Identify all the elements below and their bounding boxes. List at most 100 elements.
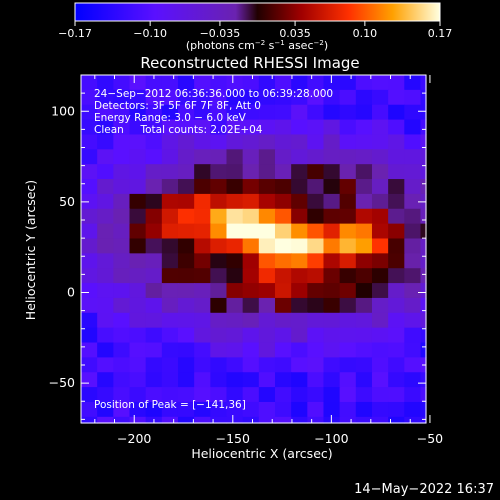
heatmap-cell: [210, 208, 228, 225]
heatmap-cell: [258, 268, 276, 284]
heatmap-cell: [371, 164, 389, 180]
heatmap-cell: [323, 104, 341, 121]
heatmap-cell: [97, 164, 114, 180]
colorbar-tick-label: 0.035: [279, 27, 311, 40]
heatmap-cell: [307, 253, 325, 269]
heatmap-cell: [291, 223, 308, 240]
heatmap-cell: [339, 149, 357, 165]
heatmap-cell: [226, 268, 244, 284]
heatmap-cell: [404, 164, 422, 180]
heatmap-cell: [404, 238, 422, 254]
heatmap-cell: [145, 297, 163, 314]
heatmap-cell: [226, 164, 244, 180]
heatmap-cell: [177, 342, 195, 358]
heatmap-cell: [291, 387, 308, 403]
heatmap-cell: [339, 193, 357, 210]
heatmap-cell: [242, 327, 260, 344]
heatmap-cell: [210, 238, 228, 254]
heatmap-cell: [291, 104, 308, 121]
heatmap-cell: [404, 149, 422, 165]
heatmap-cell: [323, 387, 341, 403]
heatmap-cell: [113, 268, 131, 284]
heatmap-cell: [97, 179, 114, 195]
heatmap-cell: [388, 342, 405, 358]
heatmap-cell: [420, 416, 427, 424]
heatmap-cell: [129, 119, 147, 136]
heatmap-cell: [226, 89, 244, 106]
heatmap-cell: [291, 238, 308, 254]
heatmap-cell: [145, 75, 163, 91]
heatmap-cell: [291, 357, 308, 373]
heatmap-cell: [161, 75, 179, 91]
heatmap-cell: [161, 238, 179, 254]
heatmap-cell: [355, 75, 373, 91]
heatmap-cell: [161, 357, 179, 373]
heatmap-cell: [129, 253, 147, 269]
heatmap-cell: [129, 312, 147, 329]
heatmap-cell: [274, 149, 292, 165]
heatmap-cell: [194, 387, 211, 403]
heatmap-cell: [404, 253, 422, 269]
heatmap-cell: [161, 372, 179, 388]
heatmap-cell: [339, 401, 357, 418]
heatmap-cell: [145, 401, 163, 418]
heatmap-cell: [145, 104, 163, 121]
heatmap-cell: [339, 208, 357, 225]
heatmap-cell: [210, 134, 228, 150]
heatmap-cell: [145, 164, 163, 180]
heatmap-cell: [177, 327, 195, 344]
heatmap-cell: [404, 268, 422, 284]
heatmap-cell: [129, 193, 147, 210]
heatmap-cell: [339, 179, 357, 195]
heatmap-cell: [226, 372, 244, 388]
heatmap-cell: [355, 312, 373, 329]
heatmap-cell: [307, 119, 325, 136]
heatmap-cell: [355, 372, 373, 388]
y-tick-label: 100: [51, 103, 75, 118]
heatmap-cell: [291, 119, 308, 136]
heatmap-cell: [420, 327, 427, 344]
heatmap-cell: [258, 253, 276, 269]
heatmap-cell: [226, 75, 244, 91]
heatmap-cell: [307, 164, 325, 180]
heatmap-cell: [210, 416, 228, 424]
heatmap-cell: [113, 223, 131, 240]
heatmap-cell: [339, 89, 357, 106]
y-tick-label: 50: [59, 194, 75, 209]
heatmap-cell: [420, 179, 427, 195]
heatmap-cell: [274, 401, 292, 418]
heatmap-cell: [420, 223, 427, 240]
heatmap-cell: [420, 283, 427, 299]
heatmap-cell: [97, 312, 114, 329]
heatmap-cell: [371, 149, 389, 165]
heatmap-cell: [404, 208, 422, 225]
heatmap-cell: [420, 89, 427, 106]
heatmap-cell: [194, 75, 211, 91]
heatmap-cell: [388, 208, 405, 225]
heatmap-cell: [194, 327, 211, 344]
heatmap-cell: [323, 238, 341, 254]
heatmap-cell: [177, 223, 195, 240]
heatmap-cell: [307, 268, 325, 284]
heatmap-cell: [274, 357, 292, 373]
heatmap-cell: [274, 193, 292, 210]
heatmap-cell: [97, 342, 114, 358]
heatmap-cell: [323, 223, 341, 240]
heatmap-cell: [81, 134, 98, 150]
heatmap-cell: [371, 89, 389, 106]
heatmap-cell: [97, 238, 114, 254]
heatmap-cell: [81, 283, 98, 299]
heatmap-cell: [404, 134, 422, 150]
heatmap-cell: [258, 283, 276, 299]
heatmap-cell: [404, 416, 422, 424]
heatmap-cell: [291, 75, 308, 91]
annotation-time-range: 24−Sep−2012 06:36:36.000 to 06:39:28.000: [94, 88, 333, 100]
heatmap-cell: [177, 297, 195, 314]
heatmap-cell: [194, 342, 211, 358]
heatmap-cell: [355, 342, 373, 358]
heatmap-cell: [81, 357, 98, 373]
heatmap-cell: [81, 253, 98, 269]
heatmap-cell: [129, 134, 147, 150]
heatmap-cell: [113, 416, 131, 424]
heatmap-cell: [307, 149, 325, 165]
